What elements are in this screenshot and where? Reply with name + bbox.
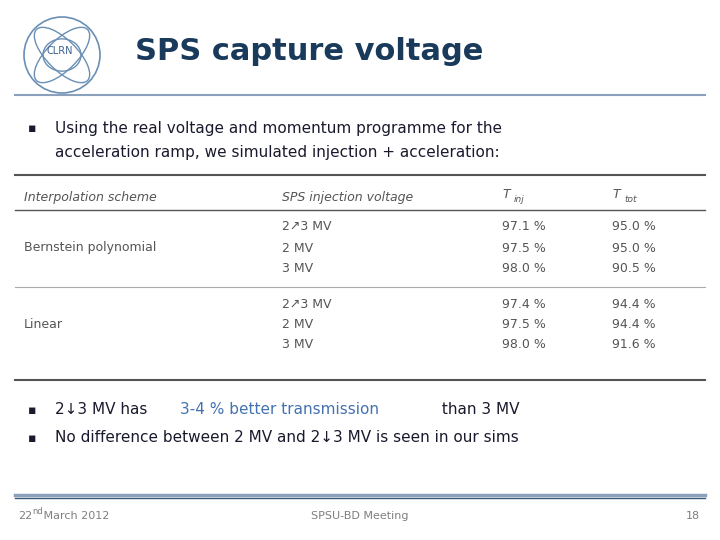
Text: nd: nd — [32, 507, 42, 516]
Text: SPS capture voltage: SPS capture voltage — [135, 37, 483, 66]
Text: ▪: ▪ — [28, 403, 37, 416]
Text: 91.6 %: 91.6 % — [612, 339, 656, 352]
Text: $T$: $T$ — [612, 187, 623, 200]
Text: 94.4 %: 94.4 % — [612, 319, 656, 332]
Text: 18: 18 — [686, 511, 700, 521]
Text: 97.5 %: 97.5 % — [502, 241, 546, 254]
Text: 98.0 %: 98.0 % — [502, 339, 546, 352]
Text: 2 MV: 2 MV — [282, 319, 313, 332]
Text: 95.0 %: 95.0 % — [612, 241, 656, 254]
Text: Interpolation scheme: Interpolation scheme — [24, 191, 157, 204]
Text: ▪: ▪ — [28, 122, 37, 134]
Text: ▪: ▪ — [28, 431, 37, 444]
Text: 97.4 %: 97.4 % — [502, 299, 546, 312]
Text: 95.0 %: 95.0 % — [612, 219, 656, 233]
Text: Linear: Linear — [24, 319, 63, 332]
Text: 97.5 %: 97.5 % — [502, 319, 546, 332]
Text: SPS injection voltage: SPS injection voltage — [282, 191, 413, 204]
Text: 3-4 % better transmission: 3-4 % better transmission — [181, 402, 379, 417]
Text: 2↓3 MV has: 2↓3 MV has — [55, 402, 152, 417]
Text: 22: 22 — [18, 511, 32, 521]
Text: 98.0 %: 98.0 % — [502, 261, 546, 274]
Text: Bernstein polynomial: Bernstein polynomial — [24, 241, 156, 254]
Text: 94.4 %: 94.4 % — [612, 299, 656, 312]
Text: Using the real voltage and momentum programme for the: Using the real voltage and momentum prog… — [55, 120, 502, 136]
Text: March 2012: March 2012 — [40, 511, 109, 521]
Text: acceleration ramp, we simulated injection + acceleration:: acceleration ramp, we simulated injectio… — [55, 145, 500, 159]
Text: $T$: $T$ — [502, 187, 513, 200]
Text: 97.1 %: 97.1 % — [502, 219, 546, 233]
Text: than 3 MV: than 3 MV — [437, 402, 520, 417]
Text: 3 MV: 3 MV — [282, 261, 313, 274]
Text: 2↗3 MV: 2↗3 MV — [282, 219, 331, 233]
Text: 2↗3 MV: 2↗3 MV — [282, 299, 331, 312]
Text: tot: tot — [624, 195, 636, 205]
Text: 90.5 %: 90.5 % — [612, 261, 656, 274]
Text: SPSU-BD Meeting: SPSU-BD Meeting — [311, 511, 409, 521]
Text: 2 MV: 2 MV — [282, 241, 313, 254]
Text: inj: inj — [514, 195, 525, 205]
Text: 3 MV: 3 MV — [282, 339, 313, 352]
Text: CLRN: CLRN — [47, 46, 73, 56]
Text: No difference between 2 MV and 2↓3 MV is seen in our sims: No difference between 2 MV and 2↓3 MV is… — [55, 430, 518, 445]
